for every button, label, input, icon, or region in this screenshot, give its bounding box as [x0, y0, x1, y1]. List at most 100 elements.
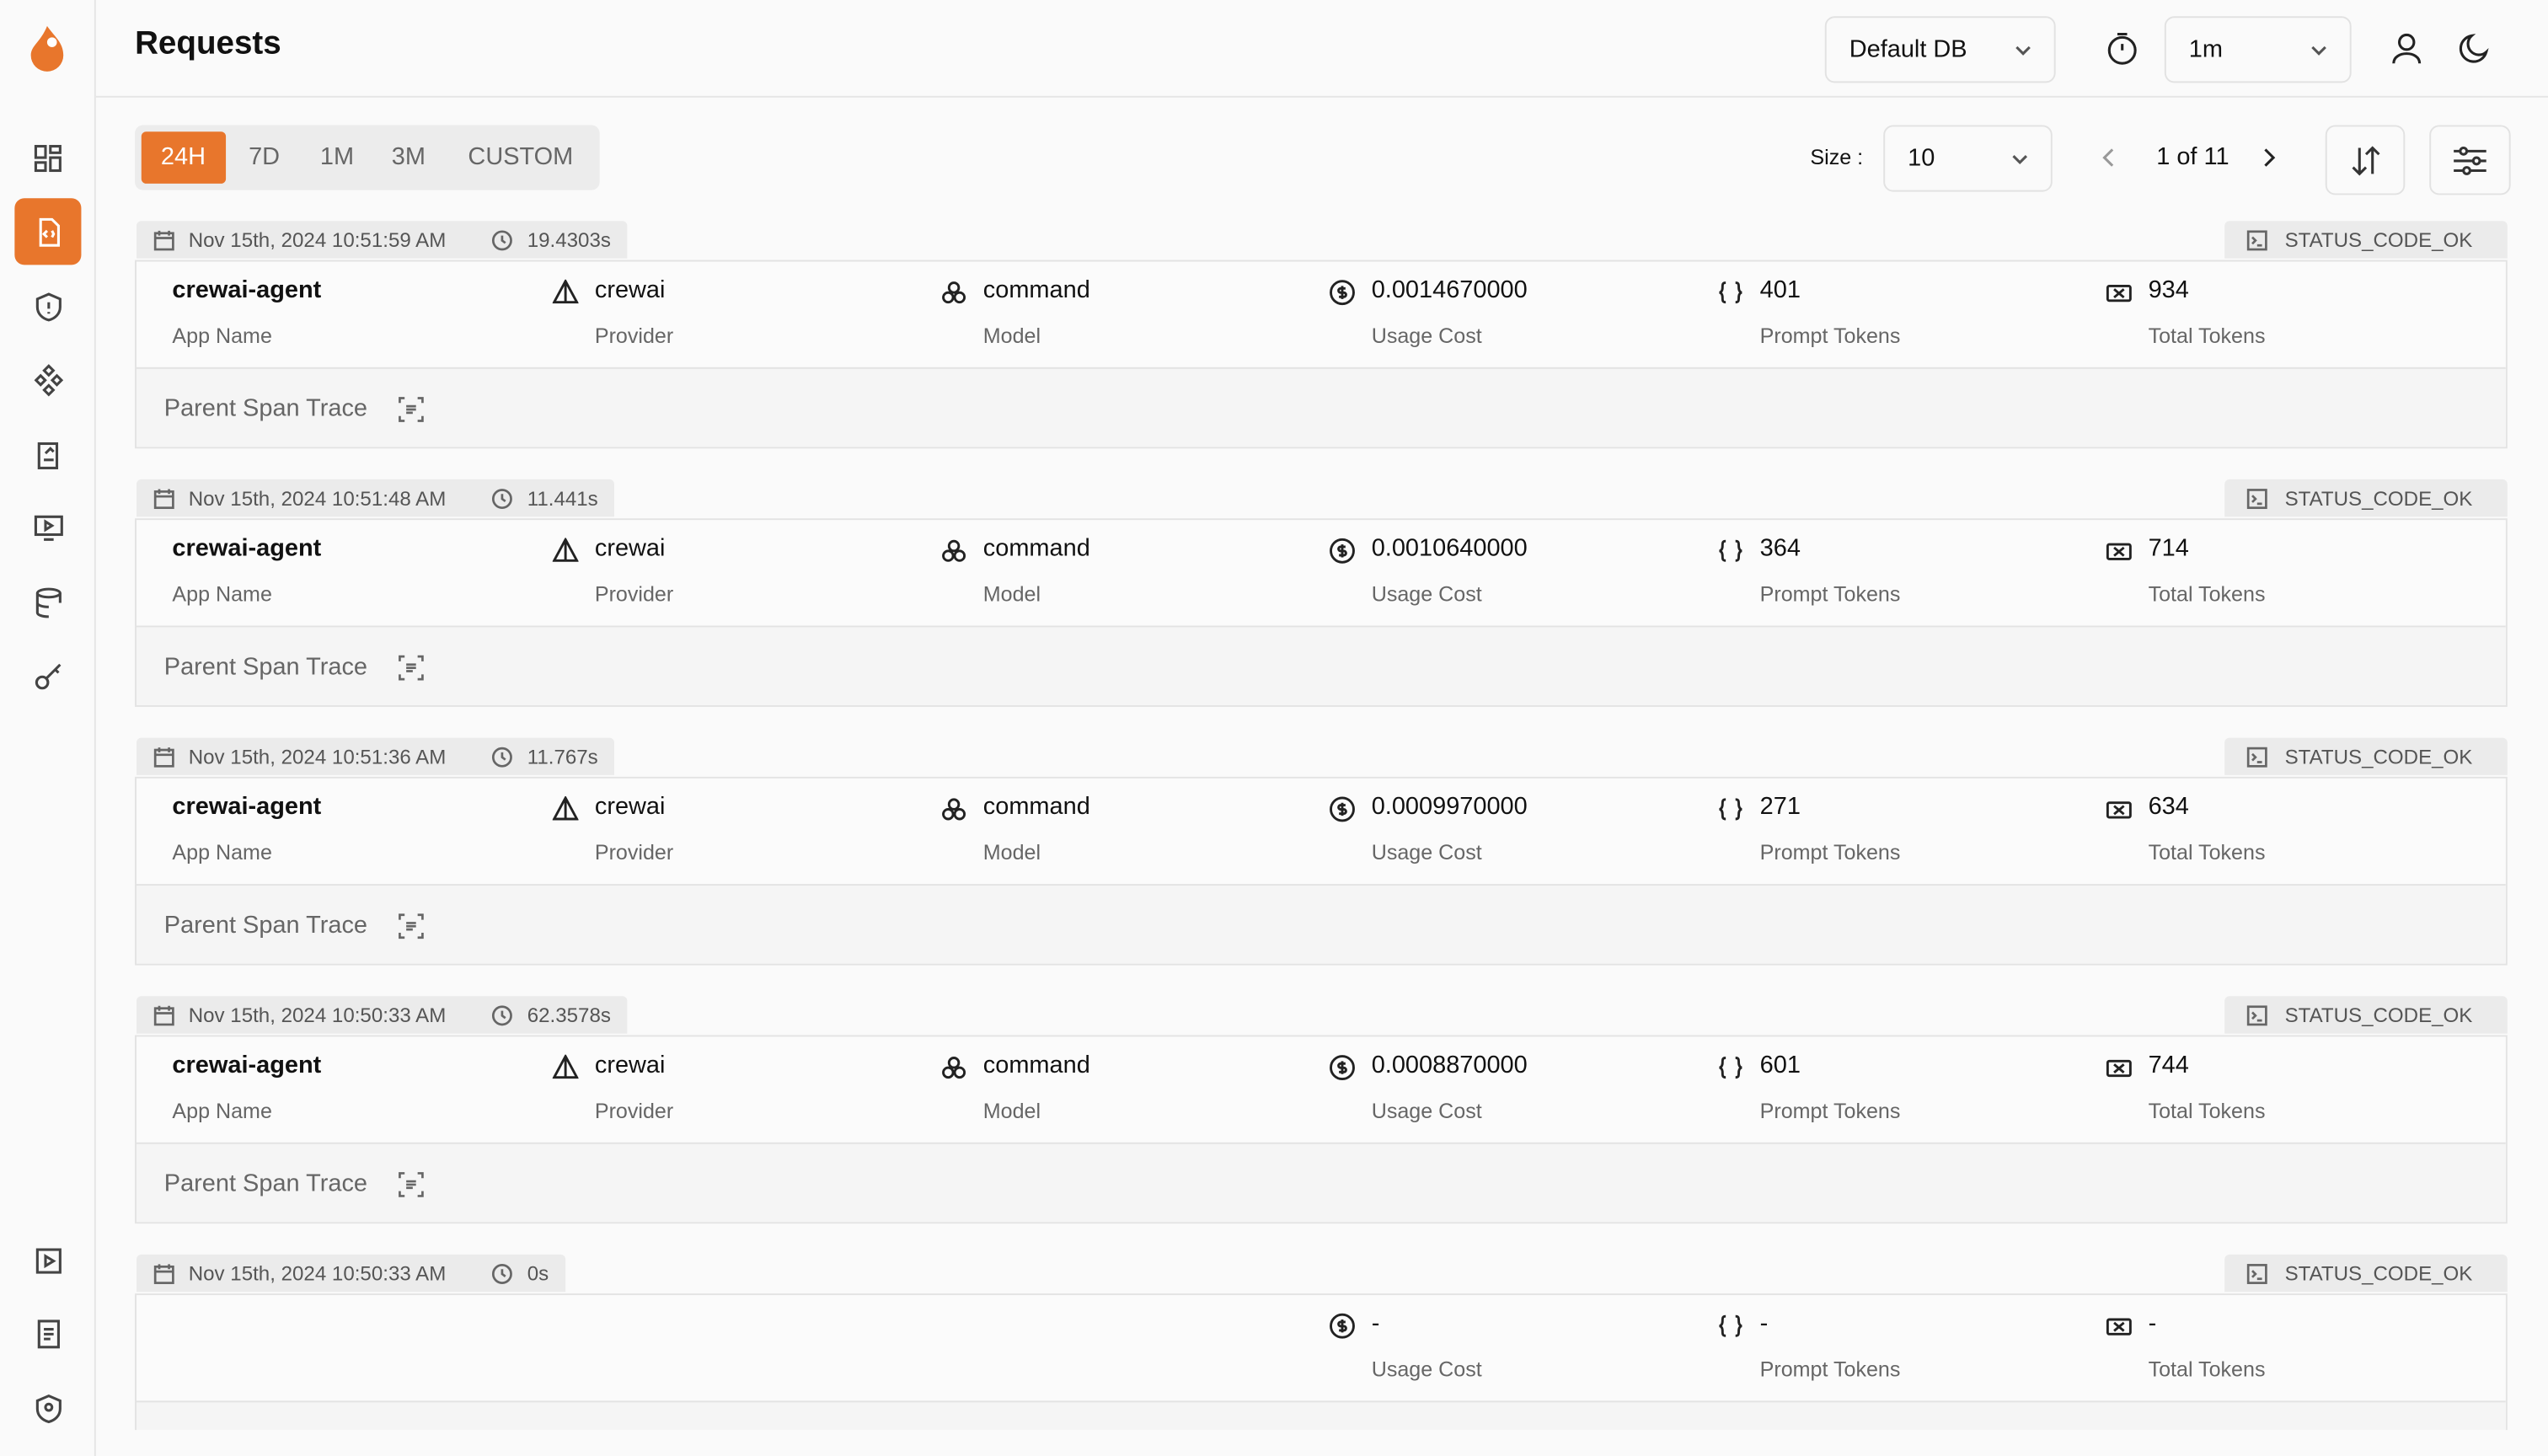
sort-button[interactable] — [2325, 125, 2406, 195]
status: STATUS_CODE_OK — [2284, 1003, 2473, 1026]
field-label: Total Tokens — [2148, 323, 2266, 348]
field-value: command — [982, 276, 1090, 304]
field-value: 634 — [2148, 793, 2189, 821]
field-label: Prompt Tokens — [1759, 323, 1901, 348]
field-value: 0.0010640000 — [1371, 534, 1528, 563]
field-icon — [2106, 796, 2132, 830]
field-value: crewai — [594, 534, 666, 563]
field-label: Total Tokens — [2148, 840, 2266, 864]
request-meta: Nov 15th, 2024 10:51:48 AM 11.441s — [136, 479, 615, 517]
trace-section: Parent Span Trace — [136, 884, 2506, 964]
field-icon — [1717, 280, 1743, 313]
field-label: Total Tokens — [2148, 1098, 2266, 1123]
field-icon — [1717, 796, 1743, 830]
field-value: 401 — [1759, 276, 1801, 304]
nav-keys[interactable] — [14, 642, 81, 709]
nav-requests[interactable] — [14, 198, 82, 265]
filter-tab[interactable]: 1M — [319, 142, 355, 171]
field-value: 0.0009970000 — [1371, 793, 1528, 821]
request-meta: Nov 15th, 2024 10:50:33 AM 62.3578s — [136, 996, 628, 1034]
page-indicator: 1 of 11 — [2156, 142, 2230, 171]
field-value: 0.0014670000 — [1371, 276, 1528, 304]
status: STATUS_CODE_OK — [2284, 228, 2473, 251]
filter-tab[interactable]: 24H — [141, 131, 226, 184]
trace-label: Parent Span Trace — [163, 911, 368, 939]
timestamp: Nov 15th, 2024 10:51:59 AM — [188, 228, 447, 251]
field-icon — [552, 278, 580, 313]
filter-tab[interactable]: 3M — [391, 142, 426, 171]
user-icon[interactable] — [2389, 31, 2424, 67]
trace-section: Parent Span Trace — [136, 367, 2506, 447]
field-label: Provider — [594, 323, 674, 348]
timestamp: Nov 15th, 2024 10:51:36 AM — [188, 745, 447, 768]
prev-page[interactable] — [2100, 147, 2119, 169]
request-card[interactable]: crewai-agent App Name crewai Provider comman… — [135, 1035, 2508, 1224]
request-card[interactable]: crewai-agent App Name crewai Provider comman… — [135, 776, 2508, 966]
nav-playground[interactable] — [14, 494, 81, 560]
trace-label: Parent Span Trace — [164, 1428, 367, 1430]
nav-video[interactable] — [14, 1227, 81, 1293]
field-label: Prompt Tokens — [1759, 840, 1901, 864]
duration: 0s — [527, 1261, 549, 1285]
request-meta: Nov 15th, 2024 10:50:33 AM 0s — [136, 1254, 565, 1293]
duration: 11.767s — [527, 745, 598, 768]
nav-dashboard[interactable] — [14, 125, 81, 191]
field-label: Total Tokens — [2148, 581, 2266, 607]
trace-label: Parent Span Trace — [163, 1170, 368, 1198]
refresh-select[interactable]: 1m — [2164, 16, 2352, 83]
field-label: Prompt Tokens — [1759, 1098, 1901, 1123]
request-card[interactable]: crewai-agent App Name crewai Provider comman… — [135, 260, 2508, 449]
filter-tab[interactable]: CUSTOM — [468, 142, 574, 171]
timestamp: Nov 15th, 2024 10:50:33 AM — [188, 1003, 447, 1026]
field-value: command — [982, 793, 1090, 821]
field-label: Usage Cost — [1371, 323, 1482, 348]
field-icon — [941, 796, 967, 830]
field-label: App Name — [172, 581, 272, 607]
filter-button[interactable] — [2429, 125, 2511, 195]
request-meta: Nov 15th, 2024 10:51:36 AM 11.767s — [136, 737, 615, 775]
status-pill: STATUS_CODE_OK — [2224, 1254, 2508, 1293]
nav-docs[interactable] — [14, 1300, 81, 1367]
nav-models[interactable] — [14, 346, 81, 413]
field-icon — [2106, 1313, 2132, 1347]
field-value: - — [2148, 1309, 2157, 1338]
sidebar — [0, 0, 96, 1456]
field-value: crewai-agent — [172, 276, 322, 304]
theme-icon[interactable] — [2457, 31, 2492, 67]
nav-database[interactable] — [14, 569, 81, 635]
next-page[interactable] — [2259, 147, 2278, 169]
field-icon — [552, 1053, 580, 1089]
trace-icon — [398, 397, 424, 431]
request-card[interactable]: crewai-agent App Name crewai Provider comman… — [135, 518, 2508, 707]
field-icon — [1330, 796, 1356, 830]
field-icon — [941, 1055, 967, 1089]
nav-guard[interactable] — [14, 273, 81, 340]
duration: 62.3578s — [527, 1003, 611, 1026]
field-value: crewai — [594, 793, 666, 821]
field-icon — [1330, 1055, 1356, 1089]
field-icon — [552, 537, 580, 571]
nav-prompts[interactable] — [14, 420, 81, 487]
field-value: crewai-agent — [172, 1051, 322, 1079]
nav-security[interactable] — [14, 1375, 81, 1442]
trace-label: Parent Span Trace — [163, 653, 368, 682]
field-value: 271 — [1759, 793, 1801, 821]
field-value: command — [982, 534, 1090, 563]
field-value: - — [1371, 1309, 1380, 1338]
db-select[interactable]: Default DB — [1824, 16, 2056, 83]
field-icon — [1330, 280, 1356, 313]
filter-tab[interactable]: 7D — [249, 142, 281, 171]
request-meta: Nov 15th, 2024 10:51:59 AM 19.4303s — [136, 221, 628, 259]
field-label: App Name — [172, 1098, 272, 1123]
size-select[interactable]: 10 — [1883, 125, 2053, 192]
request-card[interactable]: - Usage Cost - Prompt Tokens - Total Tokens Pa… — [135, 1293, 2508, 1431]
db-value: Default DB — [1849, 35, 1967, 64]
timestamp: Nov 15th, 2024 10:51:48 AM — [188, 486, 447, 510]
field-label: Model — [982, 581, 1041, 607]
field-icon — [2106, 280, 2132, 313]
field-icon — [1330, 1313, 1356, 1347]
status: STATUS_CODE_OK — [2284, 1261, 2473, 1285]
trace-section: Parent Span Trace — [136, 1142, 2506, 1223]
status-pill: STATUS_CODE_OK — [2224, 479, 2508, 517]
